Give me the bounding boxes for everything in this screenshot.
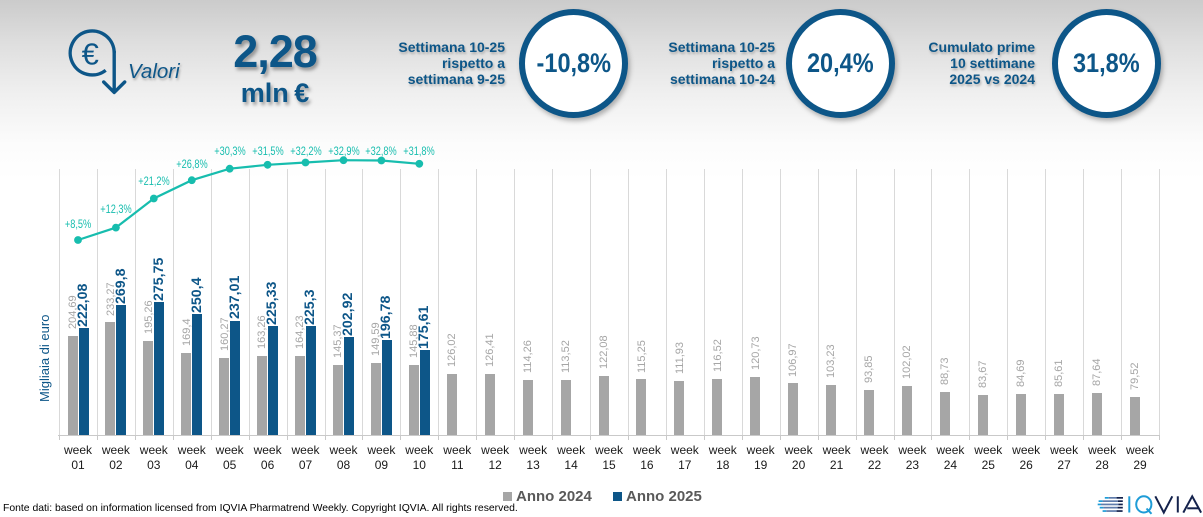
svg-text:€: € (82, 36, 99, 71)
